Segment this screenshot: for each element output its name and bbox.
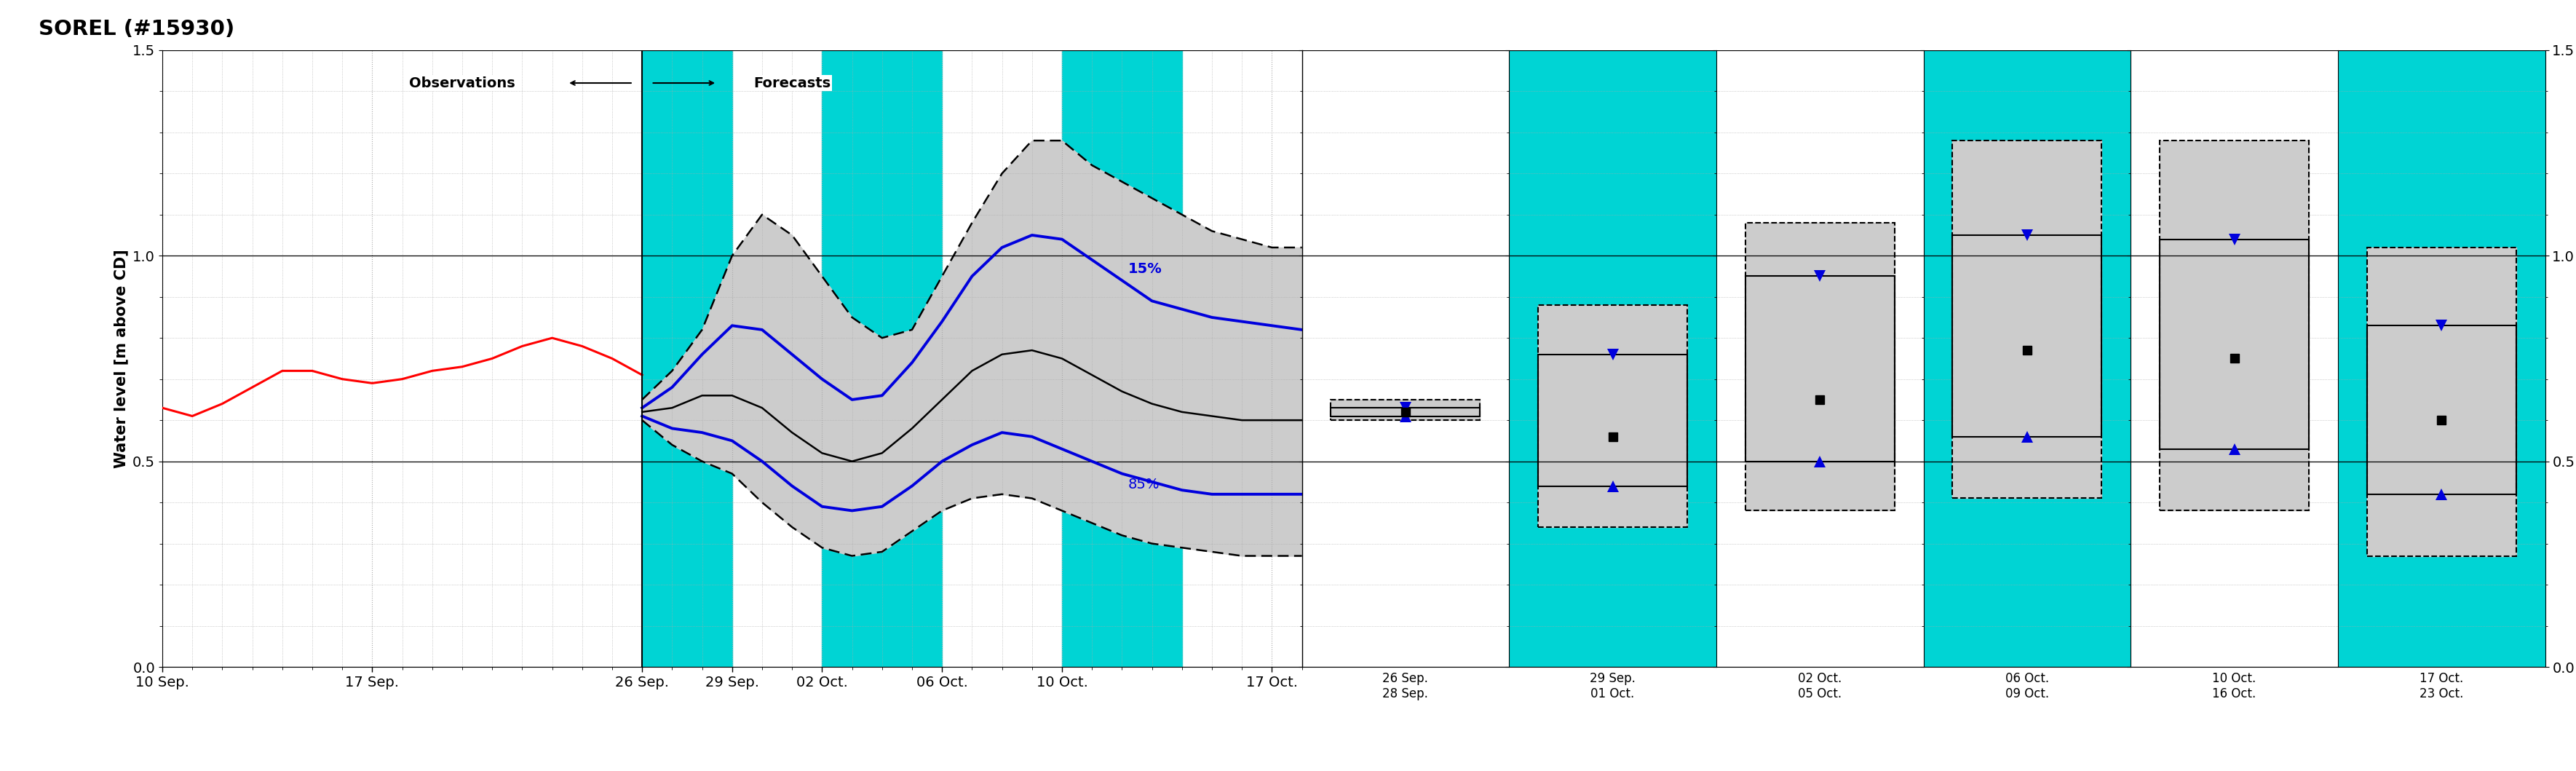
Bar [1953,140,2102,498]
X-axis label: 10 Oct.
16 Oct.: 10 Oct. 16 Oct. [2213,672,2257,700]
X-axis label: 26 Sep.
28 Sep.: 26 Sep. 28 Sep. [1383,672,1427,700]
Bar [1747,223,1893,510]
Text: 95%: 95% [1309,549,1340,563]
X-axis label: 02 Oct.
05 Oct.: 02 Oct. 05 Oct. [1798,672,1842,700]
Text: SOREL (#15930): SOREL (#15930) [39,19,234,39]
Text: 5%: 5% [1309,241,1332,254]
Bar [1332,408,1481,416]
Bar [1061,50,1182,667]
Text: 15%: 15% [1128,262,1162,276]
Bar [1538,355,1687,486]
Bar [1953,235,2102,436]
Bar [2159,140,2308,510]
Bar [2159,239,2308,449]
Bar [1332,399,1481,420]
X-axis label: 29 Sep.
01 Oct.: 29 Sep. 01 Oct. [1589,672,1636,700]
Y-axis label: Water level [m above CD]: Water level [m above CD] [113,249,129,468]
Bar [1747,276,1893,461]
Text: Forecasts: Forecasts [752,76,829,90]
Bar [822,50,943,667]
X-axis label: 06 Oct.
09 Oct.: 06 Oct. 09 Oct. [2004,672,2048,700]
Text: Observations: Observations [410,76,515,90]
Bar [641,50,732,667]
X-axis label: 17 Oct.
23 Oct.: 17 Oct. 23 Oct. [2419,672,2463,700]
Text: 85%: 85% [1128,478,1159,492]
Bar [1538,305,1687,527]
Bar [2367,247,2517,556]
Bar [2367,325,2517,494]
